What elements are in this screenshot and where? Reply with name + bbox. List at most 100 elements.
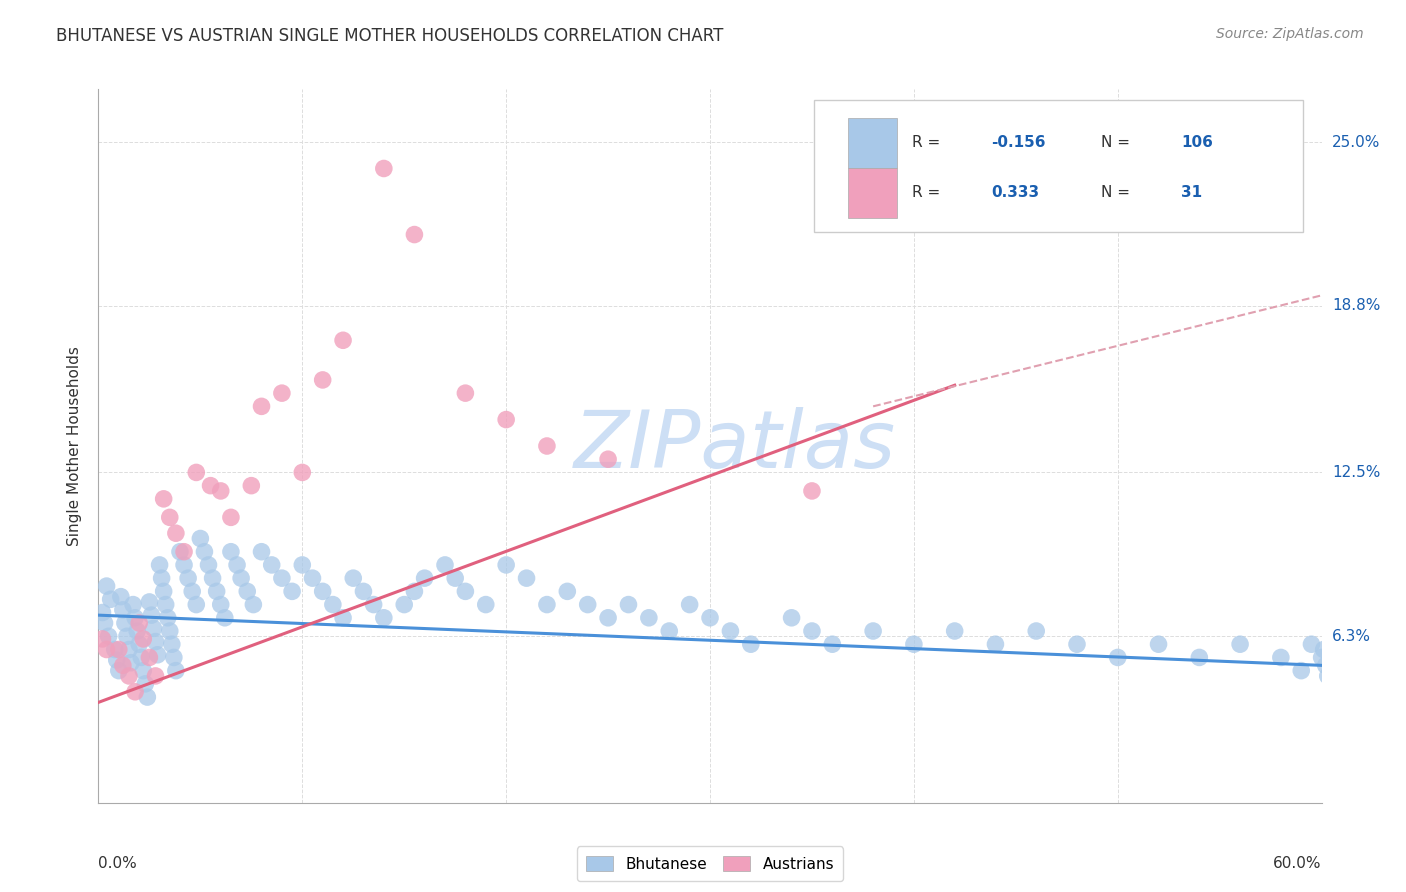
Point: [91, 632, 114, 646]
Point: [205, 584, 228, 599]
Point: [104, 642, 127, 657]
Point: [141, 608, 163, 623]
Point: [156, 611, 179, 625]
Point: [658, 624, 681, 638]
Point: [115, 629, 138, 643]
Text: N =: N =: [1101, 136, 1135, 150]
Point: [118, 642, 141, 657]
Point: [301, 571, 323, 585]
Point: [173, 545, 195, 559]
Text: 0.333: 0.333: [991, 186, 1039, 200]
Point: [801, 624, 824, 638]
Point: [160, 637, 183, 651]
Point: [495, 558, 517, 572]
Point: [250, 545, 273, 559]
Point: [250, 400, 273, 414]
Point: [1107, 650, 1129, 665]
Point: [145, 634, 167, 648]
Text: Source: ZipAtlas.com: Source: ZipAtlas.com: [1216, 27, 1364, 41]
Point: [97, 629, 120, 643]
Point: [1315, 658, 1337, 673]
Point: [454, 386, 477, 401]
Point: [1270, 650, 1292, 665]
Point: [242, 598, 264, 612]
Bar: [848, 168, 897, 218]
Point: [145, 669, 167, 683]
Point: [200, 478, 222, 492]
Point: [108, 664, 131, 678]
Point: [240, 478, 263, 492]
Point: [322, 598, 344, 612]
Point: [536, 598, 558, 612]
Text: 60.0%: 60.0%: [1274, 855, 1322, 871]
Point: [165, 526, 187, 541]
Point: [555, 584, 579, 599]
Text: N =: N =: [1101, 186, 1135, 200]
Point: [108, 642, 131, 657]
Point: [332, 333, 354, 347]
Point: [219, 545, 242, 559]
Point: [120, 656, 142, 670]
Point: [1229, 637, 1251, 651]
Point: [495, 412, 517, 426]
Point: [984, 637, 1007, 651]
Point: [132, 664, 155, 678]
Point: [209, 483, 232, 498]
Point: [637, 611, 661, 625]
Point: [177, 571, 200, 585]
Point: [1310, 650, 1333, 665]
Point: [114, 616, 136, 631]
Point: [943, 624, 966, 638]
Point: [169, 545, 191, 559]
Point: [155, 598, 177, 612]
Point: [312, 584, 335, 599]
Point: [111, 658, 134, 673]
Point: [373, 161, 395, 176]
Point: [1291, 664, 1313, 678]
Point: [197, 558, 219, 572]
Point: [186, 598, 208, 612]
Point: [122, 598, 145, 612]
Point: [718, 624, 742, 638]
Text: ZIPatlas: ZIPatlas: [574, 407, 896, 485]
Text: 18.8%: 18.8%: [1331, 299, 1381, 313]
Point: [342, 571, 364, 585]
Point: [903, 637, 925, 651]
Text: 31: 31: [1181, 186, 1202, 200]
Point: [150, 571, 173, 585]
Point: [165, 664, 187, 678]
Point: [332, 611, 354, 625]
Point: [110, 590, 132, 604]
Text: R =: R =: [912, 186, 945, 200]
Point: [159, 624, 181, 638]
Point: [392, 598, 416, 612]
Point: [474, 598, 498, 612]
Point: [134, 677, 156, 691]
Text: -0.156: -0.156: [991, 136, 1046, 150]
Point: [1316, 669, 1339, 683]
Point: [201, 571, 224, 585]
Point: [780, 611, 803, 625]
Point: [270, 386, 294, 401]
Point: [159, 510, 181, 524]
Point: [91, 606, 114, 620]
Point: [128, 616, 150, 631]
Point: [188, 532, 212, 546]
Point: [100, 592, 122, 607]
Text: 12.5%: 12.5%: [1331, 465, 1381, 480]
Point: [186, 466, 208, 480]
Point: [181, 584, 204, 599]
Point: [598, 452, 620, 467]
Point: [214, 611, 236, 625]
Point: [236, 584, 259, 599]
Y-axis label: Single Mother Households: Single Mother Households: [67, 346, 83, 546]
Point: [281, 584, 304, 599]
Point: [444, 571, 467, 585]
Point: [124, 685, 146, 699]
Point: [434, 558, 457, 572]
Point: [740, 637, 762, 651]
Point: [373, 611, 395, 625]
Point: [163, 650, 186, 665]
Point: [617, 598, 640, 612]
Text: 0.0%: 0.0%: [98, 855, 138, 871]
